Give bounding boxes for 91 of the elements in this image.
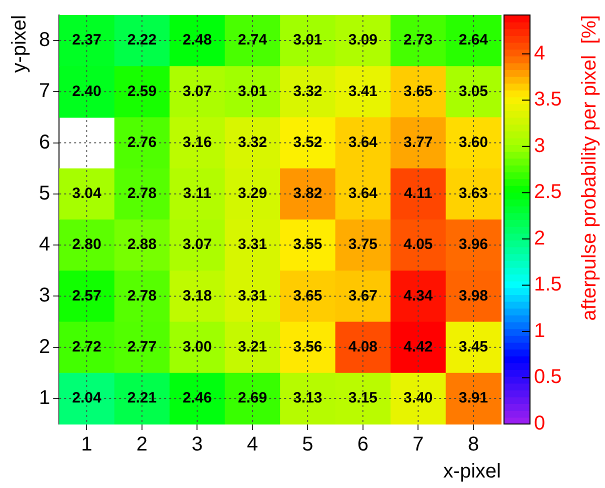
data-label: 3.75 [348,236,378,254]
data-label: 3.52 [293,134,322,151]
data-label: 3.55 [293,236,322,254]
data-label: 2.46 [182,390,212,407]
x-tick-label: 1 [81,434,92,456]
data-label: 3.63 [458,185,488,202]
data-label: 3.29 [238,185,268,202]
data-label: 2.21 [127,390,157,407]
x-tick-label: 7 [412,434,424,456]
data-label: 2.69 [238,390,268,407]
data-label: 3.32 [293,82,322,100]
x-tick-label: 8 [468,434,479,456]
color-bar-label: 4 [534,42,546,64]
data-label: 2.22 [127,32,157,49]
data-label: 3.67 [348,287,378,304]
data-label: 3.04 [72,185,102,202]
data-label: 3.82 [293,185,322,202]
data-label: 3.45 [458,338,488,356]
y-tick-label: 5 [39,182,50,204]
data-label: 3.11 [183,185,212,202]
y-tick-label: 6 [39,131,50,154]
data-label: 2.78 [127,287,157,304]
data-label: 2.78 [127,185,157,202]
data-label: 2.04 [72,390,102,407]
data-label: 3.96 [458,236,488,254]
data-label: 3.91 [458,390,488,407]
color-bar-label: 0.5 [534,366,562,388]
color-bar-label: 3 [534,134,546,157]
y-tick-label: 7 [39,80,50,102]
x-tick-label: 4 [246,434,258,456]
data-label: 3.01 [238,82,268,100]
y-tick-label: 4 [39,234,50,256]
data-label: 3.64 [348,185,378,202]
color-bar-label: 2 [534,227,546,250]
x-tick-label: 3 [192,434,203,456]
data-label: 3.01 [293,32,322,49]
data-label: 3.07 [182,236,212,254]
data-label: 3.15 [348,390,378,407]
data-label: 3.41 [348,82,378,100]
data-label: 3.64 [348,134,378,151]
data-label: 3.09 [348,32,378,49]
data-label: 3.16 [182,134,212,151]
data-label: 3.56 [293,338,322,356]
data-label: 3.13 [293,390,322,407]
data-label: 2.76 [127,134,157,151]
color-bar-label: 1 [534,320,546,342]
y-tick-label: 8 [39,29,50,52]
data-label: 3.40 [404,390,433,407]
data-label: 3.05 [458,82,488,100]
data-label: 2.40 [72,82,102,100]
data-label: 4.05 [404,236,433,254]
data-label: 3.21 [238,338,268,356]
data-label: 2.88 [127,236,157,254]
data-label: 3.32 [238,134,268,151]
data-label: 2.80 [72,236,102,254]
data-label: 3.18 [182,287,212,304]
data-label: 2.48 [182,32,212,49]
y-tick-label: 3 [39,284,50,307]
data-label: 3.31 [238,287,268,304]
color-bar-label: 2.5 [534,181,562,204]
data-label: 3.65 [404,82,433,100]
data-label: 4.42 [404,338,433,356]
x-tick-label: 6 [357,434,368,456]
data-label: 3.07 [182,82,212,100]
color-bar-label: 3.5 [534,88,562,111]
data-label: 2.72 [72,338,102,356]
y-tick-label: 1 [39,386,50,409]
color-bar-title: afterpulse probability per pixel [%] [578,15,601,321]
data-label: 4.11 [404,185,432,202]
color-bar-label: 1.5 [534,274,562,296]
y-axis-title: y-pixel [8,15,31,73]
data-label: 3.00 [182,338,212,356]
data-label: 3.31 [238,236,268,254]
data-label: 4.34 [404,287,434,304]
color-bar-label: 0 [534,412,546,435]
x-tick-label: 2 [136,434,148,456]
data-label: 2.64 [458,32,489,49]
data-label: 2.37 [72,32,102,49]
x-axis-title: x-pixel [443,460,501,483]
data-label: 2.73 [404,32,433,49]
data-label: 3.77 [404,134,433,151]
x-tick-label: 5 [302,434,314,456]
data-label: 2.74 [238,32,268,49]
data-label: 3.60 [458,134,488,151]
data-label: 2.77 [127,338,157,356]
data-label: 3.98 [458,287,488,304]
y-tick-label: 2 [39,336,50,358]
data-label: 2.57 [72,287,102,304]
data-label: 3.65 [293,287,322,304]
data-label: 4.08 [348,338,378,356]
data-label: 2.59 [127,82,157,100]
